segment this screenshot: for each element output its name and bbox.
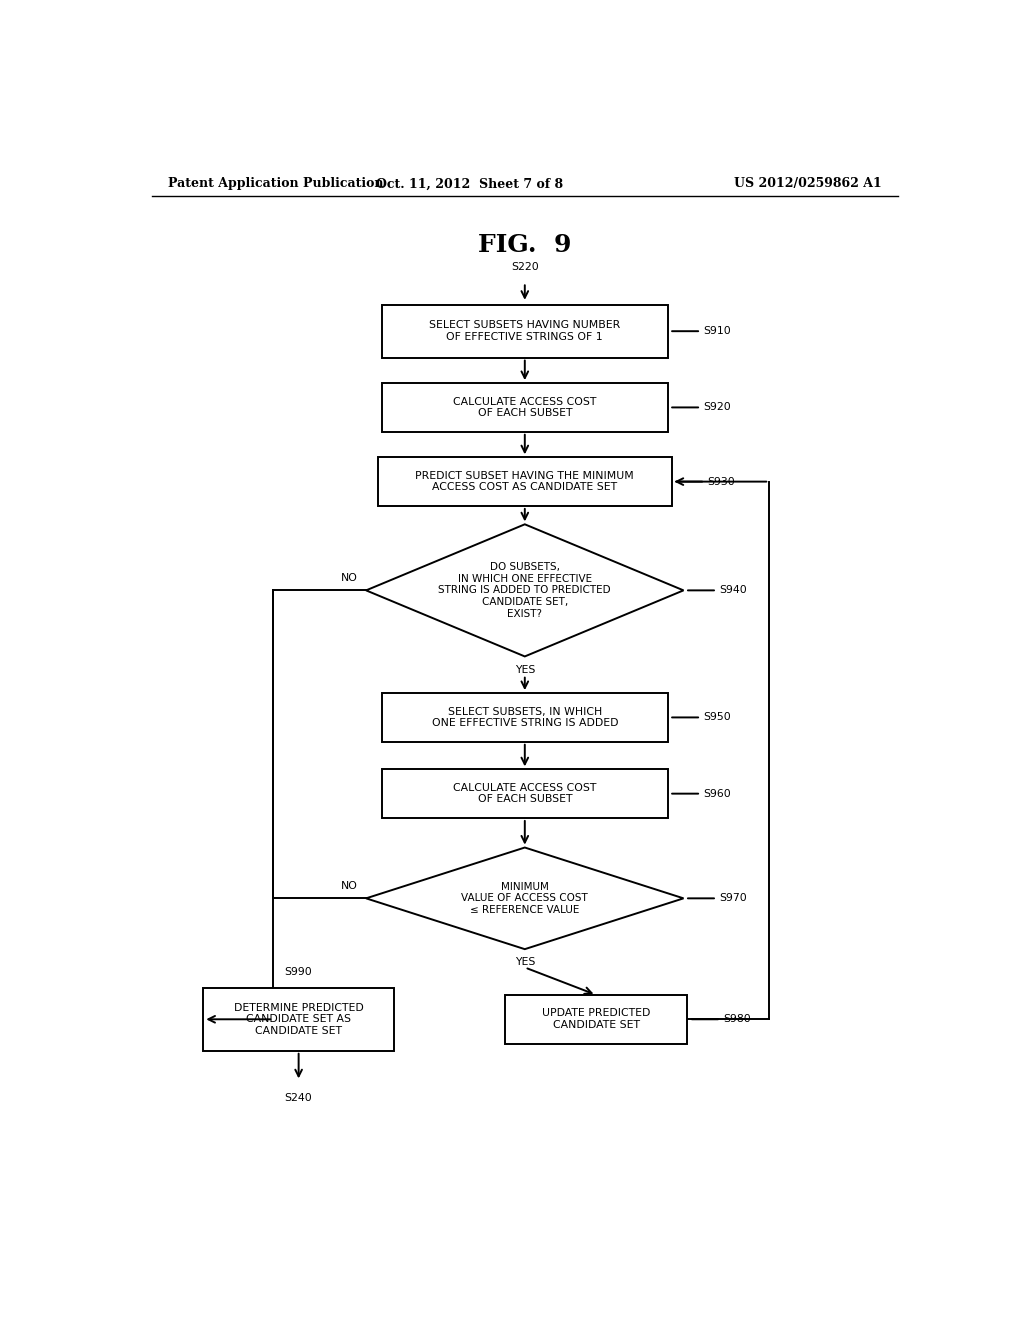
Text: NO: NO — [341, 573, 358, 583]
FancyBboxPatch shape — [204, 987, 394, 1051]
FancyBboxPatch shape — [382, 693, 668, 742]
Text: SELECT SUBSETS HAVING NUMBER
OF EFFECTIVE STRINGS OF 1: SELECT SUBSETS HAVING NUMBER OF EFFECTIV… — [429, 321, 621, 342]
Text: S950: S950 — [703, 713, 731, 722]
Text: S940: S940 — [719, 585, 746, 595]
Text: NO: NO — [341, 882, 358, 891]
Text: YES: YES — [515, 664, 535, 675]
Text: FIG.  9: FIG. 9 — [478, 232, 571, 257]
FancyBboxPatch shape — [505, 995, 687, 1044]
Text: CALCULATE ACCESS COST
OF EACH SUBSET: CALCULATE ACCESS COST OF EACH SUBSET — [453, 783, 597, 804]
Text: Patent Application Publication: Patent Application Publication — [168, 177, 383, 190]
Text: S920: S920 — [703, 403, 731, 412]
FancyBboxPatch shape — [382, 305, 668, 358]
Text: S990: S990 — [285, 966, 312, 977]
FancyBboxPatch shape — [378, 457, 672, 506]
Text: S220: S220 — [511, 263, 539, 272]
Text: CALCULATE ACCESS COST
OF EACH SUBSET: CALCULATE ACCESS COST OF EACH SUBSET — [453, 396, 597, 418]
Text: PREDICT SUBSET HAVING THE MINIMUM
ACCESS COST AS CANDIDATE SET: PREDICT SUBSET HAVING THE MINIMUM ACCESS… — [416, 471, 634, 492]
Text: UPDATE PREDICTED
CANDIDATE SET: UPDATE PREDICTED CANDIDATE SET — [542, 1008, 650, 1030]
Text: DETERMINE PREDICTED
CANDIDATE SET AS
CANDIDATE SET: DETERMINE PREDICTED CANDIDATE SET AS CAN… — [233, 1003, 364, 1036]
Text: S980: S980 — [723, 1014, 751, 1024]
Text: S960: S960 — [703, 788, 731, 799]
FancyBboxPatch shape — [382, 770, 668, 818]
FancyBboxPatch shape — [382, 383, 668, 432]
Text: S240: S240 — [285, 1093, 312, 1104]
Text: S910: S910 — [703, 326, 731, 337]
Text: YES: YES — [515, 957, 535, 968]
Text: Oct. 11, 2012  Sheet 7 of 8: Oct. 11, 2012 Sheet 7 of 8 — [376, 177, 563, 190]
Text: US 2012/0259862 A1: US 2012/0259862 A1 — [734, 177, 882, 190]
Text: DO SUBSETS,
IN WHICH ONE EFFECTIVE
STRING IS ADDED TO PREDICTED
CANDIDATE SET,
E: DO SUBSETS, IN WHICH ONE EFFECTIVE STRIN… — [438, 562, 611, 619]
Polygon shape — [367, 847, 684, 949]
Text: SELECT SUBSETS, IN WHICH
ONE EFFECTIVE STRING IS ADDED: SELECT SUBSETS, IN WHICH ONE EFFECTIVE S… — [431, 706, 618, 729]
Polygon shape — [367, 524, 684, 656]
Text: S970: S970 — [719, 894, 746, 903]
Text: S930: S930 — [708, 477, 735, 487]
Text: MINIMUM
VALUE OF ACCESS COST
≤ REFERENCE VALUE: MINIMUM VALUE OF ACCESS COST ≤ REFERENCE… — [462, 882, 588, 915]
